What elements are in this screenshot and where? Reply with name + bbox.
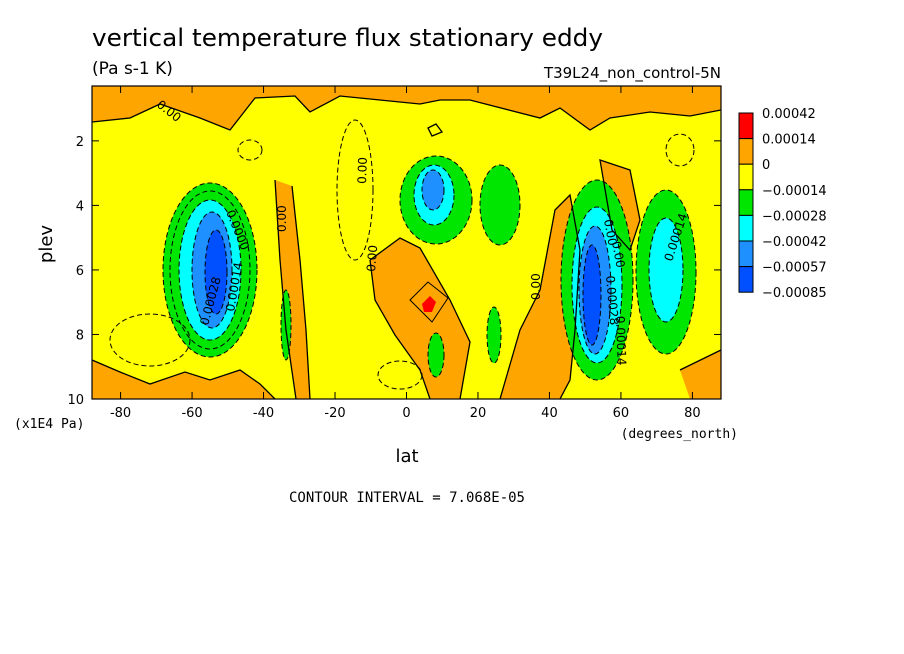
x-tick-label: 40 <box>541 406 558 421</box>
green-stripe-c <box>487 307 501 363</box>
green-cell-center <box>480 165 520 245</box>
orange-region-far-right <box>680 350 721 399</box>
green-stripe-b <box>428 333 444 377</box>
x-tick-label: -20 <box>324 406 345 421</box>
x-axis-label: lat <box>395 446 418 467</box>
contour-label: 0.00 <box>275 205 289 232</box>
y-axis-label: plev <box>36 225 57 264</box>
colorbar-swatch <box>738 189 754 216</box>
orange-region-top <box>92 86 721 130</box>
x-tick-label: 0 <box>402 406 410 421</box>
colorbar-swatch <box>738 138 754 165</box>
darkblue-cell-left <box>205 230 227 314</box>
red-maximum <box>422 296 436 312</box>
colorbar-swatch <box>738 240 754 268</box>
colorbar-swatch <box>738 266 754 293</box>
darkblue-cell-right <box>583 245 601 345</box>
colorbar-swatch <box>738 112 754 140</box>
colorbar-label: −0.00014 <box>762 184 827 199</box>
y-tick-label: 2 <box>76 135 84 150</box>
y-tick-label: 10 <box>67 393 84 408</box>
contour-label: 0.00 <box>355 157 370 184</box>
colorbar-label: −0.00028 <box>762 209 827 224</box>
units-label: (Pa s-1 K) <box>92 59 173 79</box>
colorbar-swatch <box>738 214 754 242</box>
orange-region-left-stripe <box>275 180 310 399</box>
contour-label: 0.00028 <box>603 275 621 326</box>
x-axis: -80 -60 -40 -20 0 20 40 60 80 <box>110 86 701 421</box>
colorbar-label: −0.00085 <box>762 286 827 301</box>
colorbar-label: 0.00042 <box>762 107 816 122</box>
chart-title: vertical temperature flux stationary edd… <box>92 24 603 52</box>
colorbar-label: −0.00057 <box>762 261 827 276</box>
contour-label: 0.00 <box>529 273 543 300</box>
colorbar: 0.00042 0.00014 0 −0.00014 −0.00028 −0.00042 −… <box>738 107 827 301</box>
contour-label: 0.00 <box>609 240 627 269</box>
x-tick-label: -60 <box>181 406 202 421</box>
colorbar-label: 0.00014 <box>762 133 816 148</box>
negative-contours <box>109 119 697 390</box>
blue-cell-center <box>422 170 444 210</box>
contour-field: 0.00 0.00 0.00 0.00 0.00 0.0000 0.00028 … <box>92 86 721 399</box>
run-label: T39L24_non_control-5N <box>543 64 721 83</box>
x-tick-label: -80 <box>110 406 131 421</box>
orange-region-sides-low <box>92 360 275 399</box>
orange-region-center <box>370 238 470 399</box>
contour-label: 0.00 <box>364 244 380 272</box>
y-tick-label: 8 <box>76 328 84 343</box>
y-tick-label: 4 <box>76 199 84 214</box>
y-tick-label: 6 <box>76 264 84 279</box>
contour-interval-note: CONTOUR INTERVAL = 7.068E-05 <box>289 490 525 506</box>
colorbar-swatch <box>738 163 754 191</box>
orange-region-right-low <box>500 195 580 399</box>
x-tick-label: -40 <box>253 406 274 421</box>
colorbar-label: −0.00042 <box>762 235 827 250</box>
colorbar-label: 0 <box>762 158 770 173</box>
y-units-label: (x1E4 Pa) <box>14 417 84 432</box>
x-tick-label: 20 <box>470 406 487 421</box>
y-axis: 2 4 6 8 10 <box>67 135 721 408</box>
zero-contours <box>92 95 721 399</box>
x-units-label: (degrees_north) <box>621 427 738 442</box>
contour-label: 0.00014 <box>613 316 629 366</box>
x-tick-label: 80 <box>684 406 701 421</box>
cyan-cell-far-right <box>649 218 683 322</box>
x-tick-label: 60 <box>613 406 630 421</box>
positive-max-contour <box>409 281 449 323</box>
contour-label: 0.00 <box>601 218 619 247</box>
